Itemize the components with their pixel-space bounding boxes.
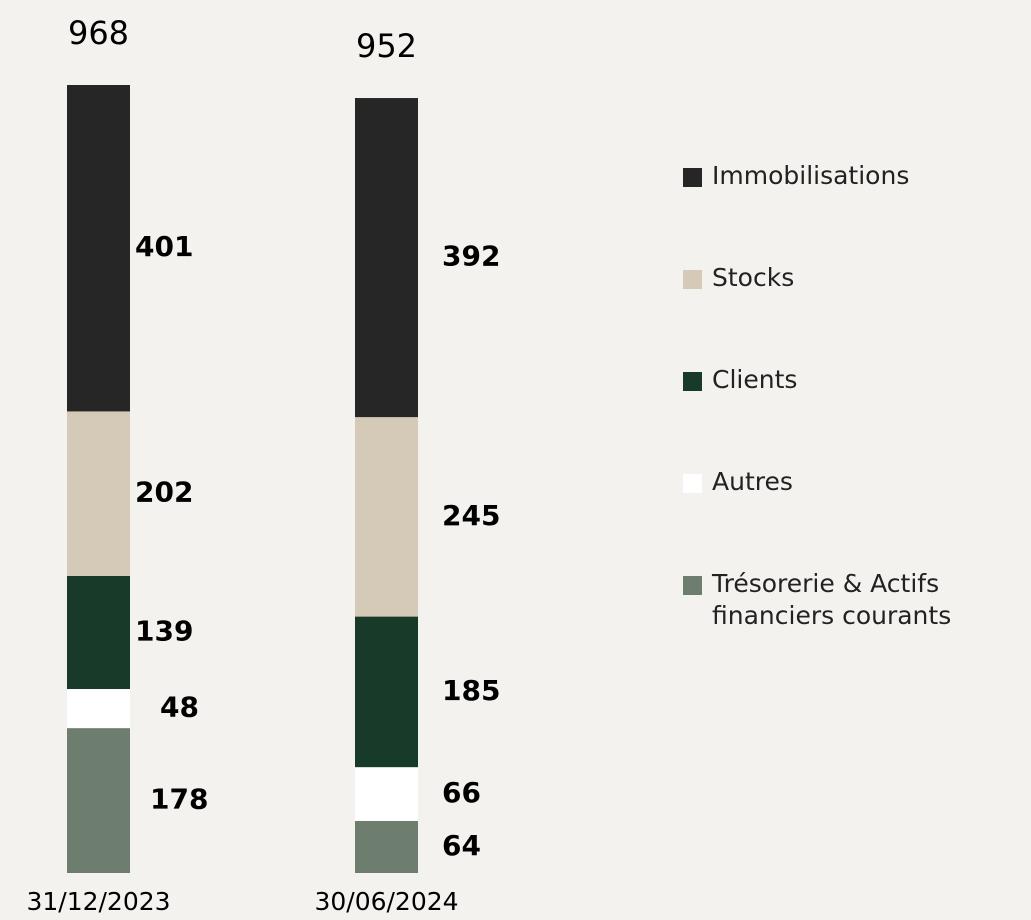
legend-item: Stocks: [683, 262, 1028, 364]
bar-segment: [67, 85, 130, 412]
total-label: 952: [356, 27, 417, 65]
value-label: 202: [135, 476, 193, 509]
bar-segment: [355, 767, 418, 821]
value-label: 401: [135, 230, 193, 263]
value-label: 139: [135, 614, 193, 647]
legend-item: Autres: [683, 466, 1028, 568]
value-label: 392: [442, 240, 500, 273]
legend-swatch: [683, 372, 702, 391]
value-label: 66: [442, 776, 481, 809]
legend-label: Clients: [712, 365, 798, 394]
legend-label: Trésorerie & Actifs financiers courants: [712, 569, 952, 630]
legend-label: Immobilisations: [712, 161, 910, 190]
value-label: 64: [442, 829, 481, 862]
legend-item: Trésorerie & Actifs financiers courants: [683, 568, 1028, 670]
value-label: 48: [160, 691, 199, 724]
bar-segment: [355, 98, 418, 418]
x-tick-label: 30/06/2024: [314, 887, 458, 916]
legend-item: Immobilisations: [683, 160, 1028, 262]
bar-segment: [355, 616, 418, 768]
bar-segment: [67, 689, 130, 729]
bar-segment: [67, 575, 130, 690]
legend-swatch: [683, 168, 702, 187]
legend-swatch: [683, 270, 702, 289]
bar-segment: [355, 820, 418, 873]
legend-label: Stocks: [712, 263, 795, 292]
legend-label: Autres: [712, 467, 793, 496]
value-label: 178: [150, 783, 208, 816]
total-label: 968: [68, 14, 129, 52]
bar-segment: [67, 728, 130, 873]
legend-swatch: [683, 474, 702, 493]
value-label: 185: [442, 674, 500, 707]
legend: Immobilisations Stocks Clients Autres Trésor…: [683, 160, 1028, 670]
legend-item: Clients: [683, 364, 1028, 466]
value-label: 245: [442, 499, 500, 532]
bar-segment: [355, 417, 418, 617]
x-tick-label: 31/12/2023: [26, 887, 170, 916]
legend-swatch: [683, 576, 702, 595]
bar-segment: [67, 411, 130, 576]
